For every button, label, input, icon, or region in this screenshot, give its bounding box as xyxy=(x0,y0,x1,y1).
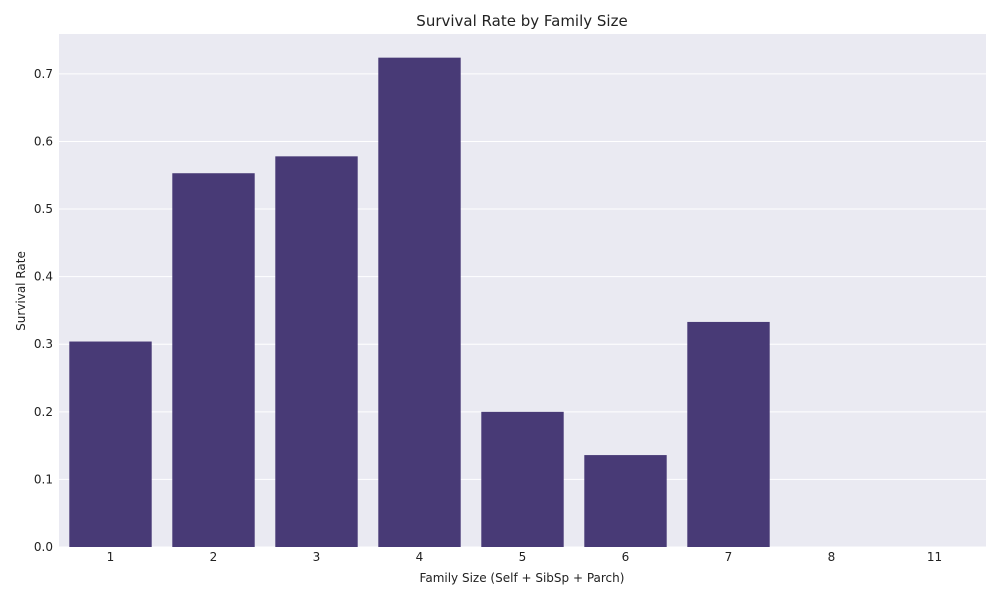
bar-4 xyxy=(378,57,461,547)
y-tick-label: 0.2 xyxy=(34,405,53,419)
y-tick-label: 0.6 xyxy=(34,134,53,148)
bar-1 xyxy=(69,341,152,547)
bar-6 xyxy=(584,455,667,547)
y-tick-label: 0.1 xyxy=(34,472,53,486)
y-tick-label: 0.7 xyxy=(34,67,53,81)
x-tick-label: 7 xyxy=(725,550,733,564)
x-tick-label: 2 xyxy=(210,550,218,564)
bar-7 xyxy=(687,321,770,547)
bar-5 xyxy=(481,411,564,547)
x-tick-label: 6 xyxy=(622,550,630,564)
chart-title: Survival Rate by Family Size xyxy=(416,12,627,30)
y-tick-label: 0.0 xyxy=(34,540,53,554)
bar-2 xyxy=(172,173,255,547)
x-axis-ticks: 1 2 3 4 5 6 7 8 11 xyxy=(107,550,942,564)
bar-3 xyxy=(275,156,358,547)
y-axis-ticks: 0.0 0.1 0.2 0.3 0.4 0.5 0.6 0.7 xyxy=(34,67,53,554)
y-tick-label: 0.5 xyxy=(34,202,53,216)
x-tick-label: 8 xyxy=(828,550,836,564)
x-tick-label: 3 xyxy=(313,550,321,564)
x-tick-label: 11 xyxy=(927,550,942,564)
x-axis-title: Family Size (Self + SibSp + Parch) xyxy=(420,571,625,585)
x-tick-label: 4 xyxy=(416,550,424,564)
x-tick-label: 1 xyxy=(107,550,115,564)
y-tick-label: 0.4 xyxy=(34,270,53,284)
x-tick-label: 5 xyxy=(519,550,527,564)
y-axis-title: Survival Rate xyxy=(14,251,28,331)
bars xyxy=(69,57,770,547)
y-tick-label: 0.3 xyxy=(34,337,53,351)
